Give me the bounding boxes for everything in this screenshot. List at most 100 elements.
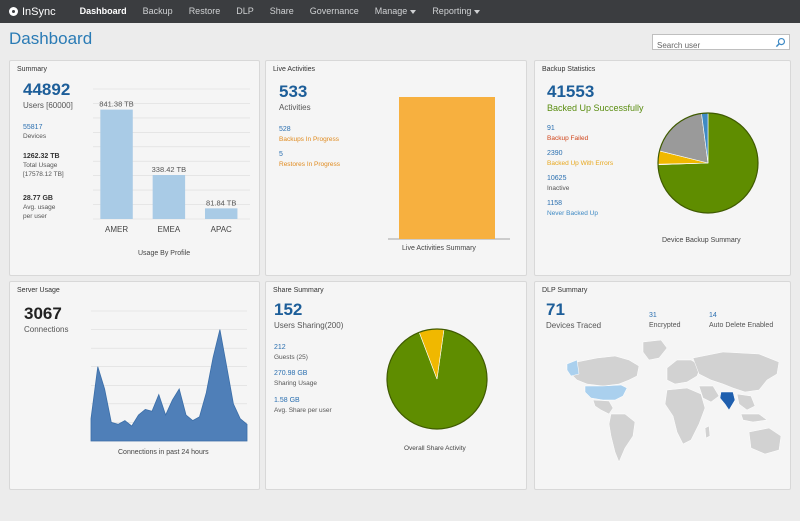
area-series <box>90 329 248 442</box>
encrypted-label: Encrypted <box>649 322 681 329</box>
map-region-india <box>719 391 736 411</box>
map-region-australia <box>748 427 782 455</box>
bar <box>399 97 495 239</box>
chart-caption: Live Activities Summary <box>402 245 476 252</box>
panel-title: Summary <box>17 66 47 73</box>
nav-dlp[interactable]: DLP <box>236 6 254 16</box>
panel-title: Share Summary <box>273 287 324 294</box>
server-usage-panel: Server Usage 3067 Connections Connection… <box>9 281 260 490</box>
map-region-central-america <box>592 399 614 415</box>
panel-title: DLP Summary <box>542 287 588 294</box>
dlp-summary-panel: DLP Summary 71 Devices Traced 31 Encrypt… <box>534 281 791 490</box>
logo-icon <box>9 7 18 16</box>
nav-governance[interactable]: Governance <box>309 6 359 16</box>
map-region-middle-east <box>698 385 720 403</box>
connections-label: Connections <box>24 325 69 334</box>
users-count: 44892 <box>23 80 71 99</box>
chevron-down-icon <box>410 9 417 14</box>
auto-delete-value: 14 <box>709 312 717 319</box>
connections-count: 3067 <box>24 304 62 323</box>
backup-statistics-panel: Backup Statistics 41553 Backed Up Succes… <box>534 60 791 276</box>
pie-outline <box>657 112 759 214</box>
nav-dashboard[interactable]: Dashboard <box>79 6 127 16</box>
nav-manage-label: Manage <box>374 6 408 16</box>
page-title: Dashboard <box>9 29 93 48</box>
errors-value: 2390 <box>547 150 563 157</box>
share-activity-pie-chart <box>386 328 488 430</box>
share-summary-panel: Share Summary 152 Users Sharing(200) 212… <box>265 281 527 490</box>
inactive-value: 10625 <box>547 175 567 182</box>
avg-usage-label-2: per user <box>23 213 47 220</box>
guests-label: Guests (25) <box>274 354 308 361</box>
bar-data-label: 841.38 TB <box>99 100 133 109</box>
brand-logo[interactable]: InSync <box>9 6 56 18</box>
panel-title: Server Usage <box>17 287 60 294</box>
nav-reporting[interactable]: Reporting <box>424 0 488 23</box>
total-usage-cap: [17578.12 TB] <box>23 171 64 178</box>
backups-in-progress-value: 528 <box>279 126 291 133</box>
map-region-southeast-asia <box>736 393 756 411</box>
map-region-indonesia <box>740 413 768 423</box>
users-sharing-label: Users Sharing(200) <box>274 321 344 330</box>
map-region-usa <box>584 384 628 401</box>
sharing-usage-label: Sharing Usage <box>274 380 317 387</box>
activities-count: 533 <box>279 82 308 101</box>
panel-title: Live Activities <box>273 66 316 73</box>
chart-caption: Overall Share Activity <box>404 445 466 452</box>
nav-reporting-label: Reporting <box>432 6 472 16</box>
failed-value: 91 <box>547 125 555 132</box>
inactive-label: Inactive <box>547 185 570 192</box>
live-activities-chart <box>388 97 510 240</box>
usage-by-profile-chart: 841.38 TB AMER 338.42 TB EMEA 81.84 TB APAC <box>93 88 250 234</box>
avg-usage-label: Avg. usage <box>23 204 56 211</box>
devices-traced-label: Devices Traced <box>546 321 602 330</box>
brand-name: InSync <box>22 5 56 18</box>
users-label: Users [60000] <box>23 101 73 110</box>
chevron-down-icon <box>474 9 481 14</box>
total-usage-value: 1262.32 TB <box>23 153 60 160</box>
activities-label: Activities <box>279 103 311 112</box>
total-usage-label: Total Usage <box>23 162 58 169</box>
auto-delete-label: Auto Delete Enabled <box>709 322 774 329</box>
chart-caption: Device Backup Summary <box>662 237 741 244</box>
connections-area-chart <box>90 310 248 442</box>
top-nav: InSync Dashboard Backup Restore DLP Shar… <box>0 0 800 23</box>
bar-data-label: 338.42 TB <box>152 165 186 174</box>
avg-usage-value: 28.77 GB <box>23 195 53 202</box>
devices-value: 55817 <box>23 124 43 131</box>
map-region-alaska <box>566 359 580 377</box>
never-backed-up-label: Never Backed Up <box>547 210 598 217</box>
avg-share-label: Avg. Share per user <box>274 407 332 414</box>
pie-outline <box>386 328 488 430</box>
chart-caption: Connections in past 24 hours <box>118 449 209 456</box>
guests-value: 212 <box>274 344 286 351</box>
restores-in-progress-value: 5 <box>279 151 283 158</box>
failed-label: Backup Failed <box>547 135 589 142</box>
map-region-asia <box>692 351 780 393</box>
panel-title: Backup Statistics <box>542 66 596 73</box>
search-input[interactable] <box>653 38 771 53</box>
map-region-madagascar <box>704 425 711 439</box>
world-map <box>566 340 782 463</box>
search-icon[interactable] <box>775 37 786 48</box>
bar <box>204 208 238 219</box>
nav-manage[interactable]: Manage <box>367 0 425 23</box>
encrypted-value: 31 <box>649 312 657 319</box>
search-box <box>652 34 790 53</box>
chart-caption: Usage By Profile <box>138 250 191 257</box>
map-region-greenland <box>642 340 668 361</box>
backups-in-progress-label: Backups In Progress <box>279 136 339 143</box>
restores-in-progress-label: Restores In Progress <box>279 161 341 168</box>
nav-restore[interactable]: Restore <box>188 6 221 16</box>
users-sharing-count: 152 <box>274 300 303 319</box>
nav-backup[interactable]: Backup <box>142 6 173 16</box>
sharing-usage-value: 270.98 GB <box>274 370 308 377</box>
success-label: Backed Up Successfully <box>547 103 644 113</box>
devices-traced-count: 71 <box>546 300 565 319</box>
devices-label: Devices <box>23 133 47 140</box>
bar-data-label: 81.84 TB <box>206 198 236 207</box>
success-count: 41553 <box>547 82 595 101</box>
map-region-africa <box>664 387 706 445</box>
bar <box>100 109 133 219</box>
nav-share[interactable]: Share <box>269 6 294 16</box>
